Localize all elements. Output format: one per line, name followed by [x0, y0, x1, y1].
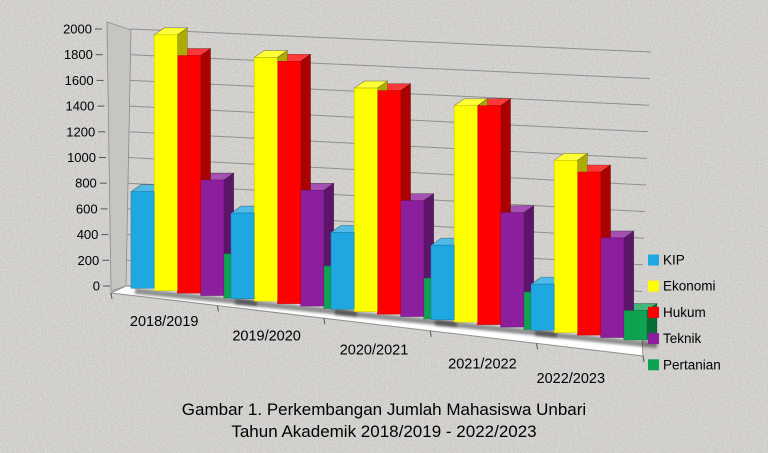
caption-noise-texture — [0, 400, 768, 453]
bar-group-shadow — [135, 288, 257, 307]
bar-chart-3d: 0 200 400 600 800 1000 1200 1400 1600 1800 2000 20… — [0, 0, 768, 400]
bar-teknik-2019-2020 — [300, 190, 325, 307]
legend-swatch-teknik — [648, 333, 659, 345]
bar-teknik-2022-2023 — [600, 237, 625, 338]
bar-kip-2022-2023 — [530, 283, 555, 331]
bar-hukum-2020-2021 — [377, 90, 401, 315]
bar-group-shadow — [335, 309, 457, 328]
x-axis-category-label: 2019/2020 — [232, 328, 301, 344]
y-axis-tick-label: 1600 — [65, 73, 94, 88]
x-axis-labels: 2018/2019 2019/2020 2020/2021 2021/2022 2022… — [130, 314, 605, 387]
y-axis-tick-label: 2000 — [63, 22, 92, 37]
legend-label-teknik: Teknik — [663, 331, 702, 346]
bar-group-shadow — [535, 330, 657, 349]
bar-ekonomi-2019-2020 — [253, 57, 278, 302]
bar-kip-2021-2022 — [430, 244, 455, 320]
bar-ekonomi-2018-2019 — [153, 34, 178, 291]
caption-line-2: Tahun Akademik 2018/2019 - 2022/2023 — [231, 422, 537, 441]
x-axis-tick — [429, 330, 432, 337]
legend: KIP Ekonomi Hukum Teknik Pertanian — [648, 253, 721, 372]
legend-label-ekonomi: Ekonomi — [663, 279, 716, 294]
bar-group-shadow — [435, 319, 557, 338]
x-axis-tick — [536, 343, 539, 350]
grid-line — [130, 28, 652, 53]
grid-line — [130, 54, 651, 80]
x-axis-category-label: 2018/2019 — [130, 314, 199, 330]
bar-teknik-2020-2021 — [400, 200, 425, 317]
bar-ekonomi-2020-2021 — [353, 87, 378, 312]
bar-hukum-2021-2022 — [477, 105, 501, 325]
y-axis-tick-label: 600 — [76, 201, 98, 216]
bar-kip-2020-2021 — [330, 232, 355, 310]
bar-teknik-2018-2019 — [200, 179, 225, 296]
bar-hukum-2022-2023 — [577, 171, 601, 336]
y-axis-tick-label: 1200 — [66, 124, 95, 139]
y-axis-tick-label: 800 — [75, 176, 97, 191]
y-axis-tick-label: 200 — [77, 253, 99, 268]
legend-swatch-ekonomi — [648, 280, 659, 292]
x-axis-tick — [216, 305, 219, 312]
bar-kip-2019-2020 — [230, 212, 255, 299]
bars — [130, 27, 658, 349]
y-axis-tick-label: 1000 — [67, 150, 96, 165]
y-axis: 0 200 400 600 800 1000 1200 1400 1600 1800 2000 — [63, 22, 110, 294]
bar-hukum-2019-2020 — [277, 60, 301, 304]
bar-pertanian-2022-2023 — [623, 310, 648, 341]
x-axis-category-label: 2022/2023 — [537, 371, 606, 387]
legend-swatch-hukum — [648, 306, 659, 318]
bar-ekonomi-2022-2023 — [553, 160, 578, 333]
bar-teknik-2021-2022 — [500, 212, 525, 328]
legend-swatch-pertanian — [648, 359, 659, 371]
legend-label-pertanian: Pertanian — [663, 357, 721, 372]
y-axis-tick-label: 1400 — [65, 99, 94, 114]
bar-hukum-2018-2019 — [177, 55, 201, 294]
x-axis-tick — [642, 355, 645, 363]
figure-caption: Gambar 1. Perkembangan Jumlah Mahasiswa … — [0, 399, 768, 443]
bar-ekonomi-2021-2022 — [453, 105, 478, 323]
caption-line-1: Gambar 1. Perkembangan Jumlah Mahasiswa … — [181, 400, 587, 419]
x-axis-category-label: 2020/2021 — [340, 343, 409, 359]
legend-swatch-kip — [648, 254, 659, 266]
x-axis-tick — [323, 318, 326, 325]
x-axis-category-label: 2021/2022 — [448, 357, 517, 373]
bar-kip-2018-2019 — [130, 191, 155, 289]
y-axis-tick-label: 1800 — [64, 47, 93, 62]
caption-background — [0, 400, 768, 453]
legend-label-kip: KIP — [663, 253, 685, 268]
legend-label-hukum: Hukum — [663, 305, 706, 320]
y-axis-tick-label: 400 — [77, 227, 99, 242]
bar-group-shadow — [235, 298, 357, 317]
x-axis-tick — [110, 292, 113, 300]
y-axis-tick-label: 0 — [93, 279, 100, 294]
